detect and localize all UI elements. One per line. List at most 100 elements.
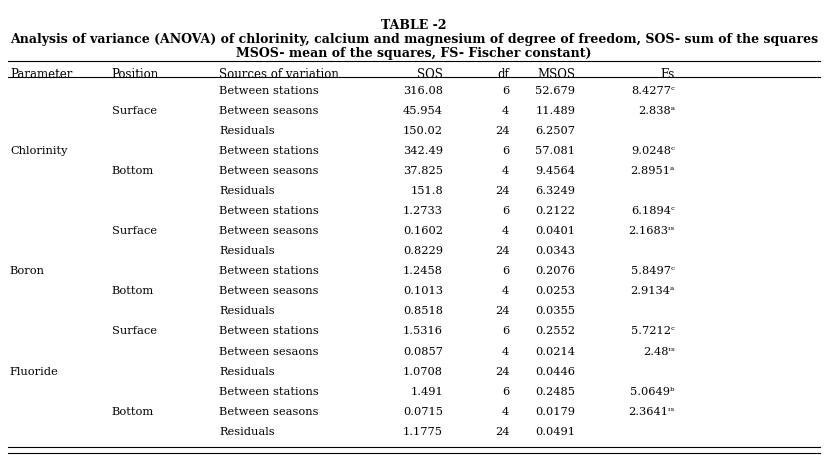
Text: 151.8: 151.8 <box>409 186 442 196</box>
Text: Residuals: Residuals <box>219 306 275 316</box>
Text: 6: 6 <box>501 266 509 276</box>
Text: Between sesaons: Between sesaons <box>219 346 318 356</box>
Text: 316.08: 316.08 <box>403 86 442 96</box>
Text: 6: 6 <box>501 146 509 156</box>
Text: 0.8518: 0.8518 <box>403 306 442 316</box>
Text: 0.0857: 0.0857 <box>403 346 442 356</box>
Text: 2.8951ᵃ: 2.8951ᵃ <box>629 166 674 176</box>
Text: 6.3249: 6.3249 <box>535 186 575 196</box>
Text: Between seasons: Between seasons <box>219 286 318 296</box>
Text: 0.0446: 0.0446 <box>535 366 575 376</box>
Text: 0.8229: 0.8229 <box>403 246 442 256</box>
Text: Surface: Surface <box>112 226 156 236</box>
Text: Between stations: Between stations <box>219 206 318 216</box>
Text: Parameter: Parameter <box>10 68 72 81</box>
Text: 342.49: 342.49 <box>403 146 442 156</box>
Text: 2.3641ᶦˢ: 2.3641ᶦˢ <box>628 406 674 416</box>
Text: 52.679: 52.679 <box>535 86 575 96</box>
Text: 11.489: 11.489 <box>535 106 575 116</box>
Text: 24: 24 <box>494 426 509 436</box>
Text: Residuals: Residuals <box>219 126 275 136</box>
Text: 0.0179: 0.0179 <box>535 406 575 416</box>
Text: MSOS- mean of the squares, FS- Fischer constant): MSOS- mean of the squares, FS- Fischer c… <box>236 46 591 60</box>
Text: Fluoride: Fluoride <box>10 366 59 376</box>
Text: 0.0491: 0.0491 <box>535 426 575 436</box>
Text: Between stations: Between stations <box>219 326 318 336</box>
Text: Sources of variation: Sources of variation <box>219 68 339 81</box>
Text: 1.2733: 1.2733 <box>403 206 442 216</box>
Text: 1.2458: 1.2458 <box>403 266 442 276</box>
Text: 9.4564: 9.4564 <box>535 166 575 176</box>
Text: Between stations: Between stations <box>219 146 318 156</box>
Text: Bottom: Bottom <box>112 286 154 296</box>
Text: 4: 4 <box>501 226 509 236</box>
Text: Between stations: Between stations <box>219 386 318 396</box>
Text: Between seasons: Between seasons <box>219 406 318 416</box>
Text: 1.491: 1.491 <box>409 386 442 396</box>
Text: Bottom: Bottom <box>112 406 154 416</box>
Text: 150.02: 150.02 <box>403 126 442 136</box>
Text: 8.4277ᶜ: 8.4277ᶜ <box>630 86 674 96</box>
Text: 45.954: 45.954 <box>403 106 442 116</box>
Text: 24: 24 <box>494 126 509 136</box>
Text: 24: 24 <box>494 366 509 376</box>
Text: 0.2076: 0.2076 <box>535 266 575 276</box>
Text: Between seasons: Between seasons <box>219 166 318 176</box>
Text: 4: 4 <box>501 346 509 356</box>
Text: 9.0248ᶜ: 9.0248ᶜ <box>630 146 674 156</box>
Text: Fs: Fs <box>660 68 674 81</box>
Text: Residuals: Residuals <box>219 426 275 436</box>
Text: 0.0214: 0.0214 <box>535 346 575 356</box>
Text: 2.1683ᶦˢ: 2.1683ᶦˢ <box>628 226 674 236</box>
Text: 2.9134ᵃ: 2.9134ᵃ <box>629 286 674 296</box>
Text: Residuals: Residuals <box>219 366 275 376</box>
Text: 6: 6 <box>501 386 509 396</box>
Text: 0.2122: 0.2122 <box>535 206 575 216</box>
Text: 0.1013: 0.1013 <box>403 286 442 296</box>
Text: 4: 4 <box>501 166 509 176</box>
Text: Surface: Surface <box>112 326 156 336</box>
Text: MSOS: MSOS <box>537 68 575 81</box>
Text: Between seasons: Between seasons <box>219 226 318 236</box>
Text: Between seasons: Between seasons <box>219 106 318 116</box>
Text: Surface: Surface <box>112 106 156 116</box>
Text: 0.2552: 0.2552 <box>535 326 575 336</box>
Text: 6: 6 <box>501 206 509 216</box>
Text: Position: Position <box>112 68 159 81</box>
Text: 4: 4 <box>501 106 509 116</box>
Text: Boron: Boron <box>10 266 45 276</box>
Text: 6.1894ᶜ: 6.1894ᶜ <box>630 206 674 216</box>
Text: 2.838ᵃ: 2.838ᵃ <box>637 106 674 116</box>
Text: 0.1602: 0.1602 <box>403 226 442 236</box>
Text: 1.0708: 1.0708 <box>403 366 442 376</box>
Text: Bottom: Bottom <box>112 166 154 176</box>
Text: 6: 6 <box>501 86 509 96</box>
Text: 5.7212ᶜ: 5.7212ᶜ <box>630 326 674 336</box>
Text: TABLE -2: TABLE -2 <box>380 19 447 32</box>
Text: Between stations: Between stations <box>219 86 318 96</box>
Text: 4: 4 <box>501 406 509 416</box>
Text: 0.0355: 0.0355 <box>535 306 575 316</box>
Text: 0.0253: 0.0253 <box>535 286 575 296</box>
Text: 5.8497ᶜ: 5.8497ᶜ <box>630 266 674 276</box>
Text: df: df <box>497 68 509 81</box>
Text: 24: 24 <box>494 246 509 256</box>
Text: Between stations: Between stations <box>219 266 318 276</box>
Text: 1.1775: 1.1775 <box>403 426 442 436</box>
Text: 0.0343: 0.0343 <box>535 246 575 256</box>
Text: 2.48ᶦˢ: 2.48ᶦˢ <box>643 346 674 356</box>
Text: 57.081: 57.081 <box>535 146 575 156</box>
Text: 4: 4 <box>501 286 509 296</box>
Text: 6.2507: 6.2507 <box>535 126 575 136</box>
Text: 0.0715: 0.0715 <box>403 406 442 416</box>
Text: 0.2485: 0.2485 <box>535 386 575 396</box>
Text: 0.0401: 0.0401 <box>535 226 575 236</box>
Text: SOS: SOS <box>417 68 442 81</box>
Text: 37.825: 37.825 <box>403 166 442 176</box>
Text: 24: 24 <box>494 186 509 196</box>
Text: 24: 24 <box>494 306 509 316</box>
Text: Residuals: Residuals <box>219 186 275 196</box>
Text: 5.0649ᵇ: 5.0649ᵇ <box>629 386 674 396</box>
Text: 6: 6 <box>501 326 509 336</box>
Text: Chlorinity: Chlorinity <box>10 146 67 156</box>
